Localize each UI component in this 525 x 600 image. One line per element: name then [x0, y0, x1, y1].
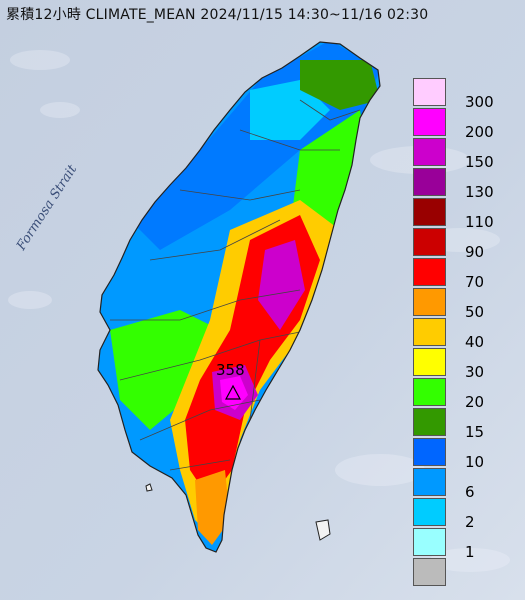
legend-swatch — [413, 408, 446, 436]
legend-swatch — [413, 318, 446, 346]
legend-label: 1 — [465, 543, 475, 561]
legend-swatch — [413, 258, 446, 286]
legend-label: 40 — [465, 333, 485, 351]
legend-swatch — [413, 348, 446, 376]
peak-value: 358 — [216, 361, 245, 379]
legend-swatch — [413, 438, 446, 466]
legend-swatch — [413, 138, 446, 166]
legend-swatch — [413, 168, 446, 196]
legend-swatch — [413, 378, 446, 406]
legend-swatch — [413, 558, 446, 586]
legend-label: 20 — [465, 393, 485, 411]
legend-label: 130 — [465, 183, 494, 201]
legend-swatch — [413, 198, 446, 226]
legend-swatch — [413, 108, 446, 136]
legend-label: 300 — [465, 93, 494, 111]
legend-swatch — [413, 228, 446, 256]
legend-label: 50 — [465, 303, 485, 321]
legend-label: 70 — [465, 273, 485, 291]
legend-label: 110 — [465, 213, 494, 231]
legend-label: 2 — [465, 513, 475, 531]
legend-swatch — [413, 468, 446, 496]
legend-label: 10 — [465, 453, 485, 471]
legend-label: 6 — [465, 483, 475, 501]
legend-swatch — [413, 498, 446, 526]
legend-label: 200 — [465, 123, 494, 141]
legend-swatch — [413, 528, 446, 556]
legend-label: 90 — [465, 243, 485, 261]
legend-swatch — [413, 288, 446, 316]
legend-label: 30 — [465, 363, 485, 381]
legend-label: 150 — [465, 153, 494, 171]
legend-swatch — [413, 78, 446, 106]
map-title: 累積12小時 CLIMATE_MEAN 2024/11/15 14:30~11/… — [6, 7, 429, 23]
peak-marker-icon — [224, 384, 242, 400]
legend-label: 15 — [465, 423, 485, 441]
